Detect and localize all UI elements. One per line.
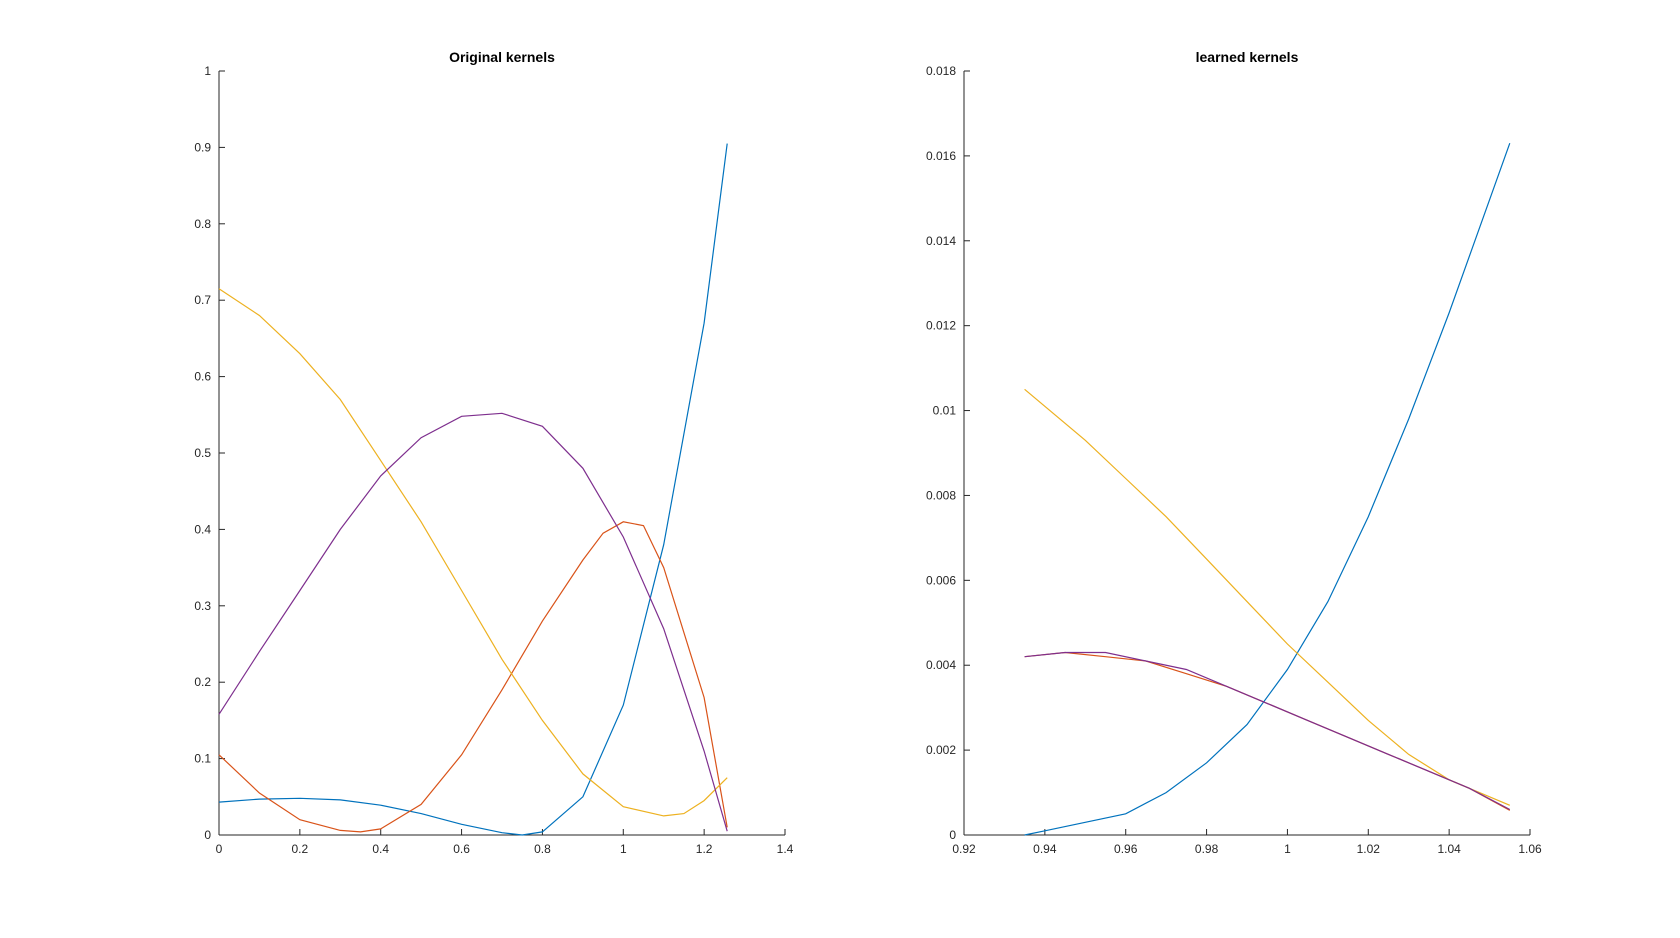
y-tick-label: 0.2: [194, 675, 211, 689]
series-line-3: [1024, 388, 1511, 806]
series-line-1: [218, 143, 728, 836]
x-tick-label: 1.04: [1437, 842, 1461, 856]
y-tick-label: 0.008: [926, 488, 956, 502]
y-tick-label: 0.4: [194, 522, 211, 536]
y-tick-label: 0.7: [194, 293, 211, 307]
plot-learned-kernels: learned kernels 0.92 0.94 0.96 0.98 1 1.02 1.04…: [926, 49, 1542, 856]
series-line-4: [1024, 651, 1511, 811]
x-tick-label: 0.94: [1033, 842, 1057, 856]
y-tick-label: 0.014: [926, 234, 956, 248]
plot-title: Original kernels: [449, 49, 555, 65]
y-tick-label: 0.016: [926, 149, 956, 163]
y-tick-label: 0.1: [194, 752, 211, 766]
x-tick-label: 0.4: [372, 842, 389, 856]
x-tick-label: 1: [1284, 842, 1291, 856]
x-tick-label: 1.4: [777, 842, 794, 856]
x-tick-label: 0.2: [292, 842, 309, 856]
y-tick-label: 0: [949, 828, 956, 842]
x-tick-label: 1.06: [1518, 842, 1542, 856]
x-tick-label: 0.8: [534, 842, 551, 856]
y-tick-label: 0.002: [926, 743, 956, 757]
y-tick-label: 1: [204, 64, 211, 78]
y-tick-label: 0.006: [926, 573, 956, 587]
y-tick-label: 0.012: [926, 319, 956, 333]
y-tick-label: 0.6: [194, 370, 211, 384]
x-tick-label: 0.96: [1114, 842, 1138, 856]
x-tick-label: 1.2: [696, 842, 713, 856]
x-tick-label: 0: [216, 842, 223, 856]
y-tick-label: 0.01: [933, 404, 957, 418]
series-line-2: [1024, 651, 1511, 811]
x-tick-label: 0.98: [1195, 842, 1219, 856]
series-line-4: [218, 412, 728, 832]
y-tick-label: 0.5: [194, 446, 211, 460]
y-tick-label: 0.3: [194, 599, 211, 613]
series-line-1: [1024, 142, 1511, 836]
plot-title: learned kernels: [1196, 49, 1299, 65]
y-tick-label: 0.9: [194, 140, 211, 154]
y-tick-label: 0.8: [194, 217, 211, 231]
x-tick-label: 1.02: [1357, 842, 1381, 856]
series-line-3: [218, 288, 728, 817]
x-tick-label: 1: [620, 842, 627, 856]
plot-original-kernels: Original kernels 0 0.2 0.4 0.6 0.8 1 1.2 1.4 0 0.1…: [194, 49, 793, 856]
y-tick-label: 0: [204, 828, 211, 842]
x-tick-label: 0.6: [453, 842, 470, 856]
x-tick-label: 0.92: [952, 842, 976, 856]
series-line-2: [218, 521, 728, 833]
y-tick-label: 0.004: [926, 658, 956, 672]
y-tick-label: 0.018: [926, 64, 956, 78]
